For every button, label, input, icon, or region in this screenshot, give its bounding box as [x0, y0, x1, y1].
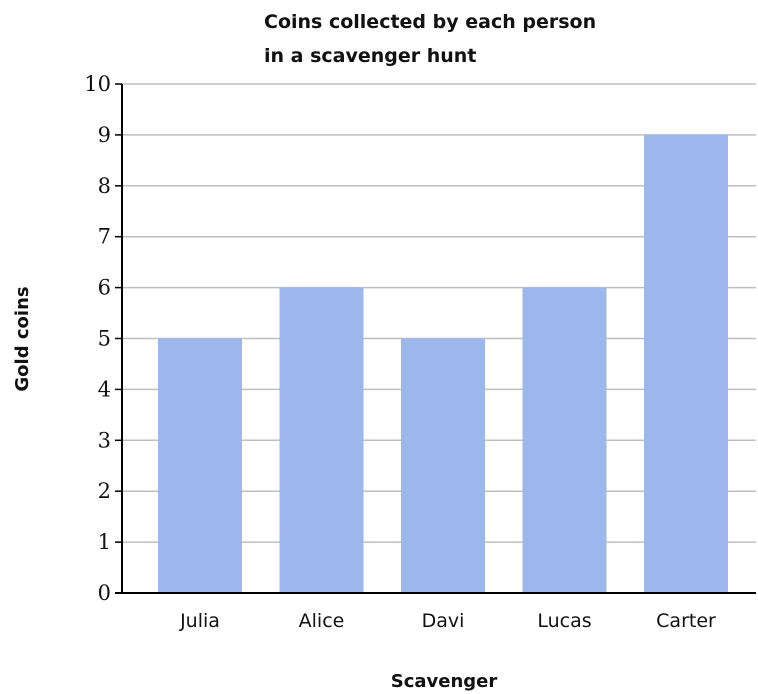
y-tick-labels: 0 1 2 3 4 5 6 7 8 9 10 — [84, 72, 111, 605]
y-tick-label: 8 — [98, 174, 111, 198]
y-tick-label: 7 — [98, 225, 111, 249]
y-tick-label: 5 — [98, 327, 111, 351]
y-tick-label: 4 — [98, 377, 111, 401]
y-tick-label: 0 — [98, 581, 111, 605]
bar-alice — [279, 287, 364, 593]
bar-carter — [644, 134, 728, 593]
y-tick-label: 10 — [84, 72, 111, 96]
chart-title-line-2: in a scavenger hunt — [264, 45, 476, 67]
x-tick-label-carter: Carter — [656, 610, 716, 632]
y-tick-label: 9 — [98, 123, 111, 147]
y-tick-label: 1 — [98, 530, 111, 554]
bars — [158, 134, 728, 593]
chart-title-line-1: Coins collected by each person — [264, 11, 596, 33]
x-axis-title: Scavenger — [391, 671, 498, 692]
bar-lucas — [522, 287, 607, 593]
y-tick-label: 3 — [98, 428, 111, 452]
axes — [115, 83, 756, 594]
x-tick-labels: Julia Alice Davi Lucas Carter — [179, 610, 716, 632]
x-tick-label-julia: Julia — [179, 610, 220, 632]
x-tick-label-alice: Alice — [299, 610, 345, 632]
x-tick-label-davi: Davi — [422, 610, 465, 632]
y-tick-label: 2 — [98, 479, 111, 503]
y-axis-title: Gold coins — [12, 286, 33, 391]
y-tick-label: 6 — [98, 276, 111, 300]
bar-davi — [401, 338, 485, 593]
bar-julia — [158, 338, 242, 593]
x-tick-label-lucas: Lucas — [537, 610, 591, 632]
